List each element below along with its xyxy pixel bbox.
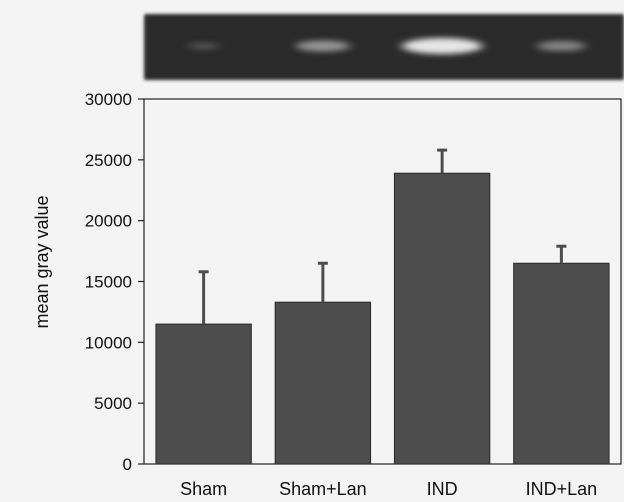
bar-1 bbox=[274, 301, 372, 465]
x-category-label-3: IND+Lan bbox=[526, 479, 598, 499]
bars bbox=[155, 148, 610, 465]
y-tick-label-6: 30000 bbox=[85, 90, 132, 109]
bar-3 bbox=[513, 262, 610, 465]
x-category-label-1: Sham+Lan bbox=[279, 479, 367, 499]
gel-band-3 bbox=[536, 41, 586, 51]
y-tick-label-2: 10000 bbox=[85, 333, 132, 352]
x-category-label-0: Sham bbox=[180, 479, 227, 499]
y-tick-label-1: 5000 bbox=[94, 394, 132, 413]
gel-band-0 bbox=[187, 42, 220, 50]
y-axis-title: mean gray value bbox=[32, 195, 52, 328]
y-tick-label-3: 15000 bbox=[85, 273, 132, 292]
bar-0 bbox=[155, 323, 252, 465]
y-tick-label-5: 25000 bbox=[85, 151, 132, 170]
gel-band-2 bbox=[402, 38, 483, 54]
gel-background bbox=[144, 14, 624, 80]
x-axis-category-labels: Sham Sham+Lan IND IND+Lan bbox=[180, 479, 597, 499]
plot-area: 0 5000 10000 15000 20000 25000 30000 Sham Sham+… bbox=[32, 90, 622, 499]
gel-band-1 bbox=[295, 40, 350, 52]
y-tick-label-4: 20000 bbox=[85, 212, 132, 231]
gel-bands bbox=[187, 38, 586, 54]
y-axis-ticks: 0 5000 10000 15000 20000 25000 30000 bbox=[85, 90, 144, 474]
western-blot-gel-image bbox=[144, 14, 624, 80]
y-tick-label-0: 0 bbox=[123, 455, 132, 474]
x-category-label-2: IND bbox=[427, 479, 458, 499]
bar-2 bbox=[393, 172, 491, 465]
